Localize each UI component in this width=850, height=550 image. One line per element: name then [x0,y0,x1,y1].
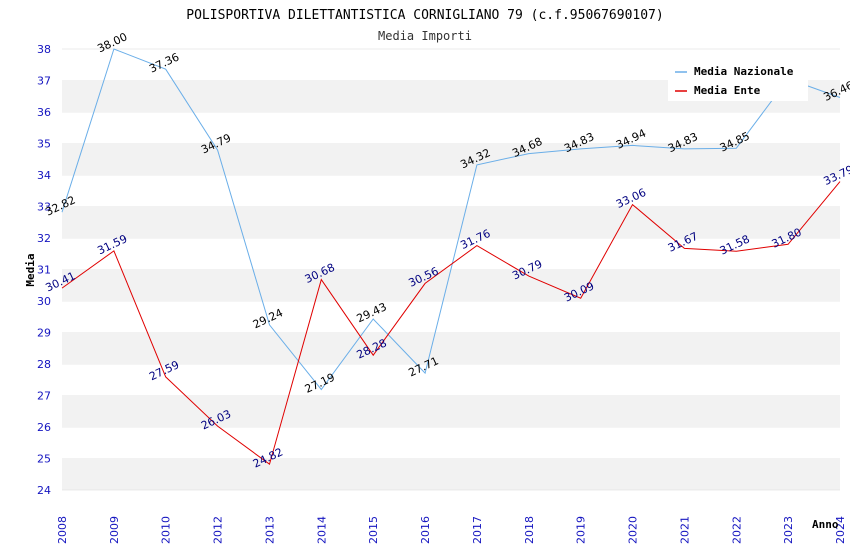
x-tick-label: 2012 [212,516,225,544]
x-tick-label: 2010 [160,516,173,544]
x-tick-label: 2023 [782,516,795,544]
x-tick-label: 2008 [56,516,69,544]
series-line-media-nazionale [61,48,841,391]
y-tick-label: 32 [37,232,51,245]
y-tick-label: 29 [37,327,51,340]
grid-band [62,301,840,333]
y-tick-label: 38 [37,43,51,56]
series-line-media-ente [61,181,841,466]
legend-label-media-nazionale: Media Nazionale [694,65,794,78]
grid-band [62,364,840,396]
x-tick-label: 2021 [678,516,691,544]
x-tick-label: 2019 [575,516,588,544]
x-tick-label: 2014 [315,516,328,544]
x-tick-label: 2018 [523,516,536,544]
x-axis-label: Anno [812,518,839,531]
y-axis-label: Media [24,253,37,286]
y-tick-label: 35 [37,138,51,151]
y-tick-label: 36 [37,106,51,119]
grid-band [62,269,840,301]
y-tick-label: 31 [37,264,51,277]
grid-band [62,332,840,364]
grid-band [62,175,840,207]
x-tick-label: 2015 [367,516,380,544]
y-tick-label: 34 [37,169,51,182]
y-tick-label: 28 [37,358,51,371]
y-tick-label: 25 [37,453,51,466]
y-tick-label: 30 [37,295,51,308]
y-tick-label: 24 [37,484,51,497]
y-axis-ticks: 24 25 26 27 28 29 30 31 32 33 34 35 36 37 38 [37,43,51,497]
grid-band [62,395,840,427]
x-tick-label: 2013 [263,516,276,544]
x-tick-label: 2022 [730,516,743,544]
legend: Media Nazionale Media Ente [668,59,808,101]
y-tick-label: 33 [37,201,51,214]
series-lines [61,48,841,466]
x-tick-label: 2009 [108,516,121,544]
grid-band [62,458,840,490]
legend-label-media-ente: Media Ente [694,84,761,97]
grid-band [62,112,840,144]
x-tick-label: 2016 [419,516,432,544]
x-tick-label: 2020 [627,516,640,544]
y-tick-label: 37 [37,75,51,88]
x-axis-ticks: 2008 2009 2010 2012 2013 2014 2015 2016 2017 2018… [56,516,847,544]
legend-box [668,59,808,101]
y-tick-label: 27 [37,390,51,403]
x-tick-label: 2017 [471,516,484,544]
chart-title: POLISPORTIVA DILETTANTISTICA CORNIGLIANO… [186,8,663,23]
x-tick-label: 2024 [834,516,847,544]
grid-band [62,206,840,238]
grid-band [62,427,840,459]
chart-subtitle: Media Importi [378,29,472,43]
y-tick-label: 26 [37,421,51,434]
